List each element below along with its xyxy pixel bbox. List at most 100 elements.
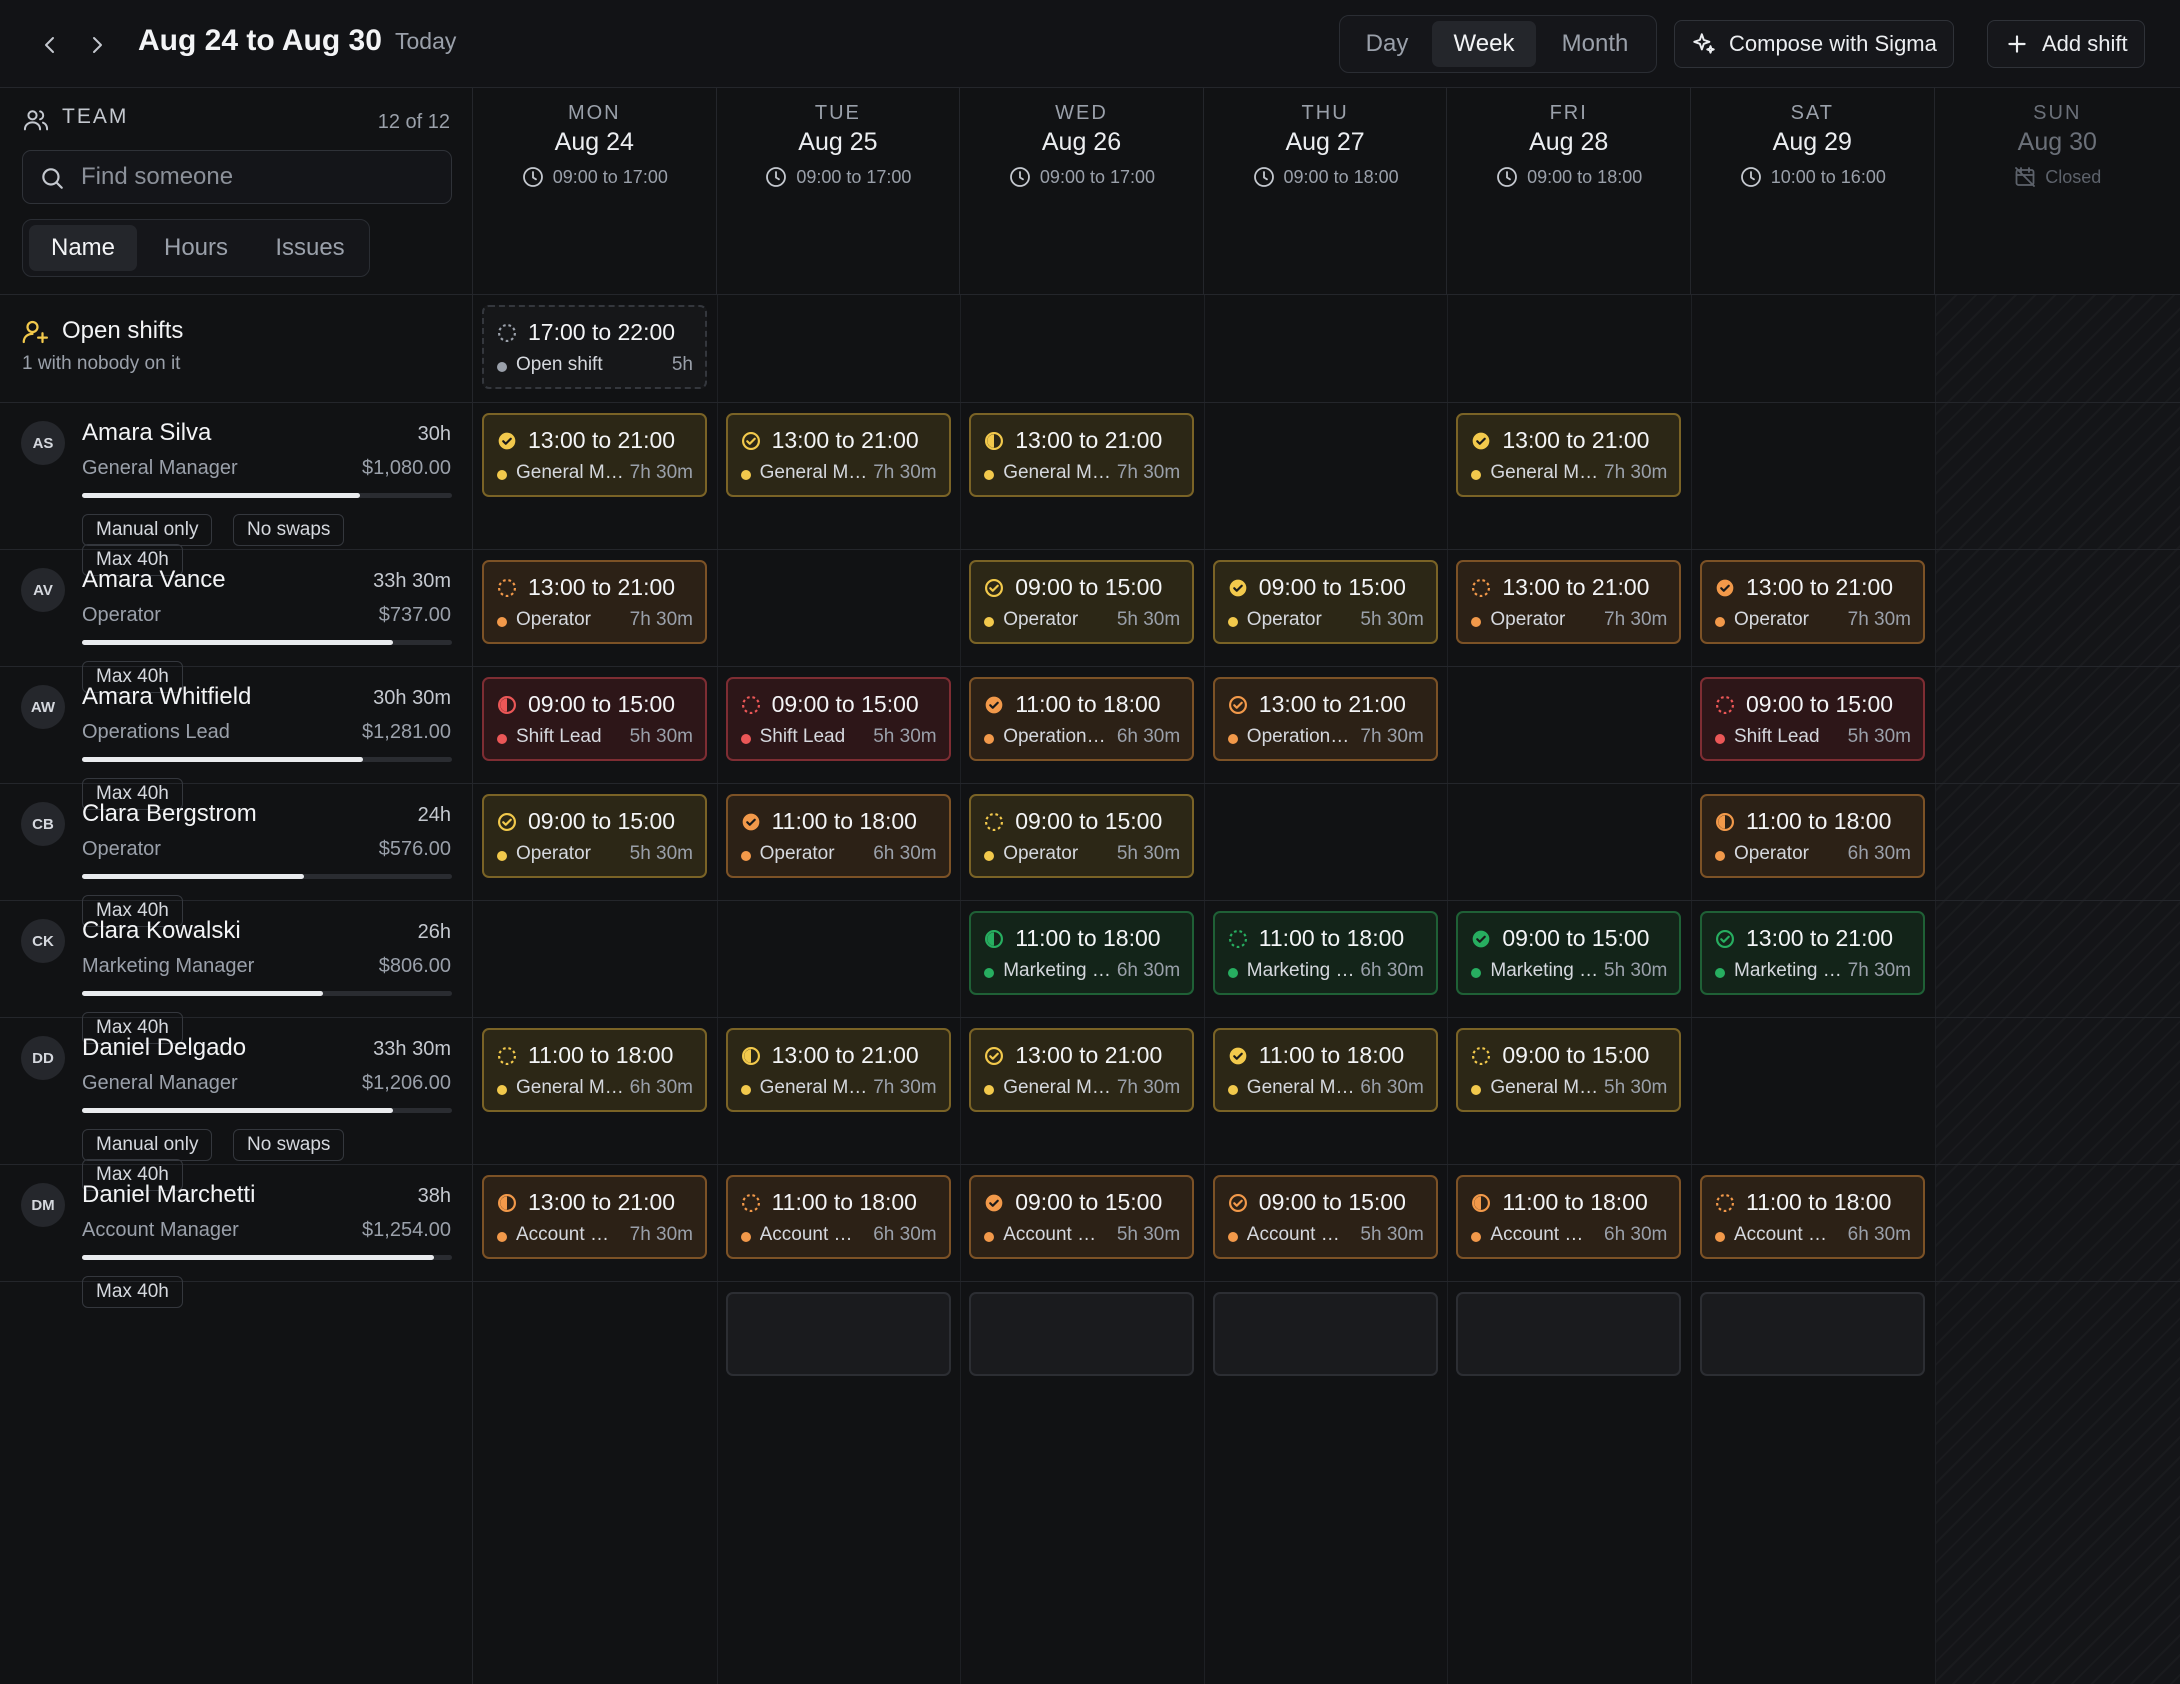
row-divider [473,1017,2180,1018]
shift-card[interactable]: 11:00 to 18:00 Operations Lead6h 30m [969,677,1195,761]
shift-card[interactable]: 13:00 to 21:00 General Manager7h 30m [1456,413,1682,497]
shift-card[interactable]: 09:00 to 15:00 Operator 5h 30m [482,794,707,878]
shift-card[interactable] [1700,1292,1925,1376]
shift-card[interactable]: 09:00 to 15:00 Operator 5h 30m [969,794,1195,878]
constraint-tag: No swaps [233,514,345,546]
shift-card[interactable]: 11:00 to 18:00 Marketing Manager6h 30m [969,911,1195,995]
sort-hours-button[interactable]: Hours [163,234,229,261]
shift-card[interactable]: 13:00 to 21:00 Operator 7h 30m [1456,560,1682,644]
compose-with-sigma-button[interactable]: Compose with Sigma [1674,20,1954,68]
person-row[interactable]: CK Clara Kowalski 26h Marketing Manager $806… [0,901,472,1044]
shift-card[interactable]: 13:00 to 21:00 Account Manager7h 30m [482,1175,707,1259]
pending-circle-icon [1472,579,1491,597]
shift-card[interactable]: 09:00 to 15:00 Shift Lead 5h 30m [482,677,707,761]
shift-card[interactable]: 13:00 to 21:00 Operator 7h 30m [1700,560,1925,644]
shift-role: Shift Lead [759,726,846,747]
view-week-button[interactable]: Week [1432,21,1536,67]
shift-card[interactable]: 13:00 to 21:00 Operations Lead7h 30m [1212,677,1438,761]
person-row[interactable]: AW Amara Whitfield 30h 30m Operations Lead $… [0,667,472,810]
shift-time: 09:00 to 15:00 [1015,574,1163,600]
shift-card[interactable]: 11:00 to 18:00 Account Manager6h 30m [1456,1175,1682,1259]
shift-card[interactable]: 11:00 to 18:00 Marketing Manager6h 30m [1212,911,1438,995]
shift-card[interactable]: 09:00 to 15:00 General Manager5h 30m [1456,1028,1682,1112]
view-month-button[interactable]: Month [1561,30,1629,57]
person-row[interactable]: DD Daniel Delgado 33h 30m General Manager $1… [0,1018,472,1191]
day-name: MON [567,102,621,124]
shift-card[interactable] [1456,1292,1682,1376]
shift-card[interactable] [725,1292,951,1376]
person-hours: 33h 30m [373,570,451,592]
shift-card[interactable]: 09:00 to 15:00 Operator 5h 30m [1212,560,1438,644]
shift-card[interactable]: 09:00 to 15:00 Shift Lead 5h 30m [725,677,951,761]
shift-role: Marketing Manager [1734,960,1842,981]
role-color-dot [984,968,995,978]
person-role: Marketing Manager [82,955,255,977]
shift-card[interactable] [1212,1292,1438,1376]
add-shift-button[interactable]: Add shift [1987,20,2145,68]
role-color-dot [984,1232,995,1242]
role-color-dot [497,362,507,372]
shift-duration: 5h 30m [629,726,693,747]
person-hours: 30h 30m [373,687,451,709]
person-role: Operator [82,838,161,860]
shift-duration: 5h 30m [1116,843,1181,864]
shift-card[interactable]: 09:00 to 15:00 Account Manager5h 30m [1212,1175,1438,1259]
role-color-dot [1227,1085,1238,1095]
person-row[interactable]: AV Amara Vance 33h 30m Operator $737.00 Max 4… [0,550,472,693]
hours-progress-bar [82,1255,452,1260]
day-name: SAT [1790,102,1834,124]
sort-name-button[interactable]: Name [29,225,137,271]
day-hours: 09:00 to 17:00 [960,165,1203,189]
role-color-dot [1227,734,1238,744]
shift-card[interactable]: 17:00 to 22:00 Open shift 5h [482,305,707,389]
view-day-button[interactable]: Day [1365,30,1409,57]
shift-card[interactable]: 11:00 to 18:00 Account Manager6h 30m [1700,1175,1925,1259]
constraint-tag: Manual only [82,1129,213,1161]
shift-card[interactable]: 11:00 to 18:00 General Manager6h 30m [482,1028,707,1112]
column-divider [1934,295,1936,1684]
shift-card[interactable]: 13:00 to 21:00 General Manager7h 30m [725,413,951,497]
person-row[interactable]: AS Amara Silva 30h General Manager $1,080.00… [0,403,472,576]
person-name: Daniel Marchetti [82,1181,256,1208]
date-range-title: Aug 24 to Aug 30 [138,24,382,57]
shift-duration: 7h 30m [1116,1077,1181,1098]
shift-card[interactable]: 11:00 to 18:00 Operator 6h 30m [725,794,951,878]
shift-card[interactable]: 09:00 to 15:00 Account Manager5h 30m [969,1175,1195,1259]
shift-role: Marketing Manager [1003,960,1111,981]
shift-role: General Manager [1490,462,1599,483]
role-color-dot [740,1085,751,1095]
shift-card[interactable]: 09:00 to 15:00 Operator 5h 30m [969,560,1195,644]
person-row[interactable]: CB Clara Bergstrom 24h Operator $576.00 Max 4… [0,784,472,927]
shift-card[interactable]: 11:00 to 18:00 General Manager6h 30m [1212,1028,1438,1112]
row-divider [473,783,2180,784]
shift-role: Operations Lead [1246,726,1355,747]
person-row[interactable]: DM Daniel Marchetti 38h Account Manager $1,2… [0,1165,472,1308]
shift-card[interactable] [969,1292,1195,1376]
shift-role: Operator [759,843,835,864]
role-color-dot [1227,1232,1238,1242]
open-shifts-subtitle: 1 with nobody on it [22,353,181,374]
person-name: Amara Vance [82,566,226,593]
shift-time: 09:00 to 15:00 [1502,925,1650,951]
shift-card[interactable]: 11:00 to 18:00 Account Manager6h 30m [725,1175,951,1259]
constraint-tag: Max 40h [82,778,183,810]
shift-card[interactable]: 09:00 to 15:00 Marketing Manager 5h 30m [1456,911,1682,995]
shift-card[interactable]: 13:00 to 21:00 General Manager7h 30m [969,413,1195,497]
day-hours: 10:00 to 16:00 [1691,165,1934,189]
open-shifts-row[interactable]: Open shifts 1 with nobody on it [0,295,472,403]
shift-card[interactable]: 11:00 to 18:00 Operator 6h 30m [1700,794,1925,878]
previous-week-button[interactable] [31,26,69,64]
shift-card[interactable]: 13:00 to 21:00 Marketing Manager7h 30m [1700,911,1925,995]
today-button[interactable]: Today [395,28,457,54]
shift-card[interactable]: 13:00 to 21:00 Operator 7h 30m [482,560,707,644]
next-week-button[interactable] [78,26,116,64]
shift-card[interactable]: 13:00 to 21:00 General Manager7h 30m [969,1028,1195,1112]
shift-time: 13:00 to 21:00 [528,427,676,453]
shift-card[interactable]: 09:00 to 15:00 Shift Lead 5h 30m [1700,677,1925,761]
shift-card[interactable]: 13:00 to 21:00 General Manager7h 30m [482,413,707,497]
shift-card[interactable]: 13:00 to 21:00 General Manager7h 30m [725,1028,951,1112]
search-input[interactable] [81,151,441,203]
pending-circle-icon [741,1194,760,1212]
sort-issues-button[interactable]: Issues [275,234,345,261]
search-icon [42,168,63,189]
